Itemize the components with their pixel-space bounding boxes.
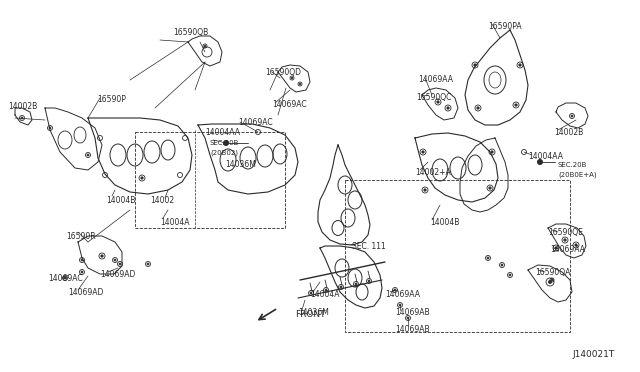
- Text: SEC.20B: SEC.20B: [558, 162, 588, 168]
- Text: 14002B: 14002B: [8, 102, 37, 111]
- Circle shape: [477, 107, 479, 109]
- Circle shape: [538, 160, 543, 164]
- Text: 14069AB: 14069AB: [395, 308, 429, 317]
- Text: FRONT: FRONT: [295, 310, 326, 319]
- Circle shape: [489, 187, 492, 189]
- Circle shape: [310, 292, 312, 294]
- Text: 14002+A: 14002+A: [415, 168, 451, 177]
- Circle shape: [519, 64, 521, 66]
- Circle shape: [575, 244, 577, 246]
- Circle shape: [394, 289, 396, 291]
- Circle shape: [87, 154, 89, 156]
- Circle shape: [204, 45, 206, 47]
- Circle shape: [101, 255, 103, 257]
- Text: 14002B: 14002B: [554, 128, 583, 137]
- Text: 16590R: 16590R: [66, 232, 95, 241]
- Circle shape: [291, 77, 293, 79]
- Bar: [135, 132, 285, 228]
- Circle shape: [487, 257, 489, 259]
- Text: SEC.20B: SEC.20B: [210, 140, 239, 146]
- Text: 16590QC: 16590QC: [416, 93, 451, 102]
- Circle shape: [114, 259, 116, 261]
- Text: 16590P: 16590P: [97, 95, 126, 104]
- Text: 14004AA: 14004AA: [528, 152, 563, 161]
- Text: 14069AC: 14069AC: [238, 118, 273, 127]
- Circle shape: [436, 101, 439, 103]
- Circle shape: [509, 274, 511, 276]
- Circle shape: [368, 280, 370, 282]
- Text: 14004A: 14004A: [160, 218, 189, 227]
- Circle shape: [571, 115, 573, 117]
- Circle shape: [119, 263, 121, 265]
- Text: 16590QE: 16590QE: [548, 228, 583, 237]
- Text: 14069AD: 14069AD: [100, 270, 136, 279]
- Circle shape: [399, 304, 401, 306]
- Circle shape: [49, 127, 51, 129]
- Text: 14004AA: 14004AA: [205, 128, 240, 137]
- Text: 14069AC: 14069AC: [272, 100, 307, 109]
- Text: 14069AD: 14069AD: [68, 288, 104, 297]
- Text: 14069AC: 14069AC: [48, 274, 83, 283]
- Text: 16590QD: 16590QD: [265, 68, 301, 77]
- Bar: [345, 180, 570, 332]
- Circle shape: [355, 283, 357, 285]
- Circle shape: [555, 247, 557, 249]
- Circle shape: [81, 271, 83, 273]
- Text: 14004B: 14004B: [106, 196, 136, 205]
- Text: 14036M: 14036M: [225, 160, 256, 169]
- Text: 14004A: 14004A: [310, 290, 339, 299]
- Circle shape: [474, 64, 476, 66]
- Text: (20B02): (20B02): [210, 150, 238, 157]
- Circle shape: [551, 279, 553, 281]
- Circle shape: [564, 239, 566, 241]
- Text: 14036M: 14036M: [298, 308, 329, 317]
- Text: 16590QB: 16590QB: [173, 28, 208, 37]
- Circle shape: [447, 107, 449, 109]
- Circle shape: [300, 83, 301, 85]
- Text: 14069AA: 14069AA: [418, 75, 453, 84]
- Circle shape: [141, 177, 143, 179]
- Text: 14069AB: 14069AB: [395, 325, 429, 334]
- Circle shape: [424, 189, 426, 191]
- Text: 14004B: 14004B: [430, 218, 460, 227]
- Text: (20B0E+A): (20B0E+A): [558, 172, 596, 179]
- Circle shape: [515, 104, 517, 106]
- Circle shape: [340, 286, 342, 288]
- Circle shape: [548, 280, 552, 283]
- Text: 16590QA: 16590QA: [535, 268, 570, 277]
- Circle shape: [501, 264, 503, 266]
- Circle shape: [21, 117, 23, 119]
- Circle shape: [64, 277, 66, 279]
- Text: J140021T: J140021T: [572, 350, 614, 359]
- Text: 14069AA: 14069AA: [385, 290, 420, 299]
- Text: 14002: 14002: [150, 196, 174, 205]
- Text: 14069AA: 14069AA: [550, 245, 585, 254]
- Circle shape: [422, 151, 424, 153]
- Circle shape: [147, 263, 149, 265]
- Circle shape: [407, 317, 409, 319]
- Text: 16590PA: 16590PA: [488, 22, 522, 31]
- Circle shape: [81, 259, 83, 261]
- Circle shape: [223, 141, 228, 145]
- Text: SEC. 111: SEC. 111: [352, 242, 386, 251]
- Circle shape: [491, 151, 493, 153]
- Circle shape: [325, 289, 327, 291]
